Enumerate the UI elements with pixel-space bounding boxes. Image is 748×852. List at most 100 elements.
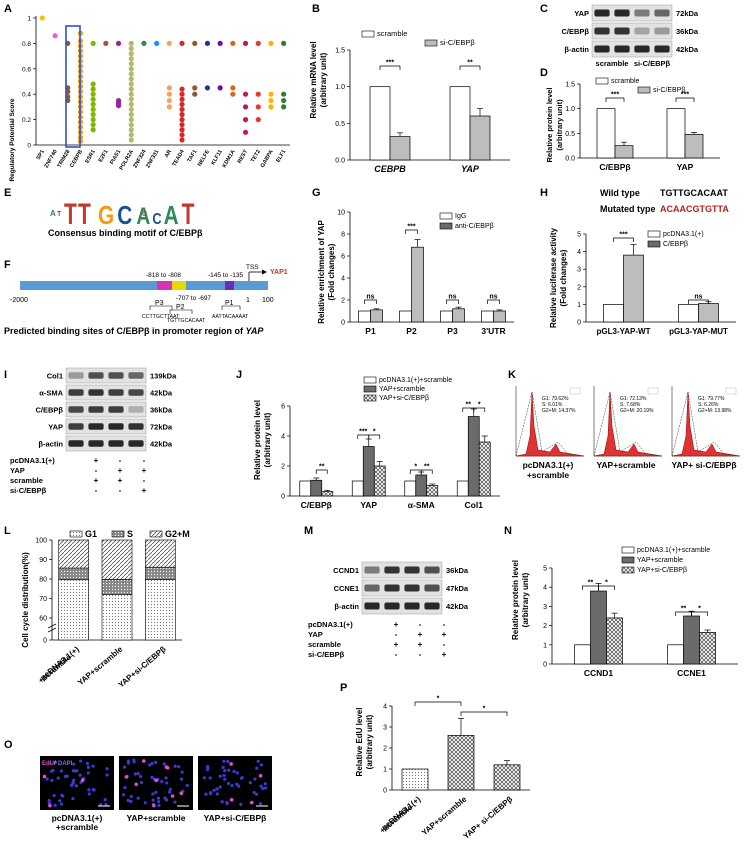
- significance-label: ***: [386, 60, 394, 67]
- blot-strip: [361, 561, 443, 579]
- significance-bracket: [414, 701, 462, 706]
- blot-kda-label: 36kDa: [446, 566, 469, 575]
- blot-lane-label: si-C/EBPβ: [634, 59, 671, 68]
- bar: [449, 86, 471, 161]
- bar: [590, 590, 607, 665]
- dapi-nucleus: [87, 792, 91, 796]
- stacked-segment: [58, 579, 89, 641]
- dapi-nucleus: [157, 803, 161, 808]
- g1-peak: [593, 391, 663, 457]
- bar: [310, 479, 323, 497]
- treatment-mark: +: [142, 486, 147, 495]
- dapi-nucleus: [220, 800, 224, 804]
- dapi-nucleus: [263, 782, 267, 786]
- significance-bracket: [675, 97, 695, 102]
- dapi-nucleus: [173, 800, 177, 804]
- blot-band: [128, 423, 144, 430]
- data-point: [115, 103, 122, 109]
- data-point: [90, 117, 96, 123]
- significance-bracket: [460, 711, 508, 716]
- blot-row-label: β-actin: [38, 440, 63, 449]
- blot-band: [614, 27, 630, 35]
- significance-label: ***: [681, 92, 689, 99]
- treatment-label: YAP: [10, 466, 25, 475]
- dapi-nucleus: [240, 776, 244, 780]
- stain-separator: /: [54, 761, 56, 767]
- treatment-mark: +: [418, 640, 423, 649]
- y-tick-label: 4: [383, 704, 387, 711]
- legend-label: YAP+si-C/EBPβ: [637, 567, 687, 574]
- significance-label: *: [437, 696, 440, 703]
- dapi-nucleus: [156, 796, 161, 800]
- significance-label: ***: [359, 429, 367, 436]
- blot-kda-label: 36kDa: [676, 27, 699, 36]
- significance-bracket: [598, 585, 615, 590]
- data-point: [242, 40, 249, 47]
- significance-label: ***: [619, 232, 627, 239]
- blot-band: [108, 406, 124, 413]
- data-point: [90, 86, 96, 92]
- blot-band: [594, 27, 610, 35]
- data-point: [204, 40, 211, 47]
- edu-stain-label: EdU: [42, 761, 54, 767]
- blot-band: [384, 566, 400, 574]
- significance-label: ns: [489, 294, 497, 301]
- significance-label: ***: [407, 224, 415, 231]
- y-tick-label: 4: [281, 434, 285, 441]
- dapi-nucleus: [139, 774, 143, 779]
- microscopy-image: [198, 756, 272, 810]
- flow-fit-line: [593, 391, 663, 457]
- bar: [447, 735, 475, 791]
- blot-band: [88, 423, 104, 430]
- tf-label: SP1: [36, 149, 46, 161]
- site-p1-name: P1: [225, 300, 234, 307]
- significance-bracket: [613, 237, 634, 242]
- data-point: [90, 111, 96, 118]
- treatment-mark: -: [419, 620, 422, 629]
- stacked-segment: [145, 566, 176, 580]
- flow-fit-line: [515, 391, 585, 457]
- bar: [596, 108, 616, 159]
- flow-legend-box: [725, 387, 737, 395]
- data-point: [128, 91, 134, 97]
- data-point: [39, 15, 45, 21]
- y-tick-label: 0: [577, 320, 581, 327]
- significance-label: **: [588, 580, 594, 587]
- category-label: P1: [365, 326, 376, 336]
- edu-nucleus: [179, 791, 184, 796]
- sequence-logo: A T T T G C A C A T G: [50, 199, 195, 231]
- data-point: [255, 40, 261, 47]
- bar: [426, 485, 439, 497]
- stacked-segment: [101, 579, 133, 595]
- panel-letter-o: O: [4, 739, 13, 751]
- y-tick-label: 60: [39, 616, 47, 623]
- panel-letter-j: J: [236, 369, 242, 381]
- tf-label: TET2: [250, 149, 262, 164]
- bar: [699, 631, 716, 665]
- legend-label: pcDNA3.1(+)+scramble: [379, 377, 452, 384]
- legend-label: G2+M: [165, 529, 190, 539]
- y-tick-label: 4: [543, 585, 547, 592]
- blot-kda-label: 139kDa: [150, 372, 177, 381]
- treatment-mark: +: [94, 456, 99, 465]
- blot-band: [654, 27, 670, 35]
- blot-band: [634, 9, 650, 17]
- dapi-nucleus: [86, 771, 90, 775]
- blot-band: [654, 45, 670, 53]
- treatment-mark: -: [119, 456, 122, 465]
- y-tick-label: 2: [383, 746, 387, 753]
- blot-band: [128, 440, 144, 447]
- y-tick-label: 70: [39, 596, 47, 603]
- blot-row-label: CCNE1: [334, 584, 359, 593]
- bar: [698, 303, 719, 323]
- legend-label: YAP+scramble: [637, 557, 683, 564]
- bar: [415, 474, 428, 497]
- y-tick-label: 3: [543, 604, 547, 611]
- flow-label: pcDNA3.1(+): [523, 460, 574, 470]
- g1-peak: [671, 391, 741, 457]
- panel-letter-i: I: [4, 369, 7, 381]
- legend-swatch: [69, 530, 83, 538]
- blot-row-label: β-actin: [334, 602, 359, 611]
- dapi-nucleus: [56, 776, 60, 780]
- dapi-nucleus: [208, 776, 212, 780]
